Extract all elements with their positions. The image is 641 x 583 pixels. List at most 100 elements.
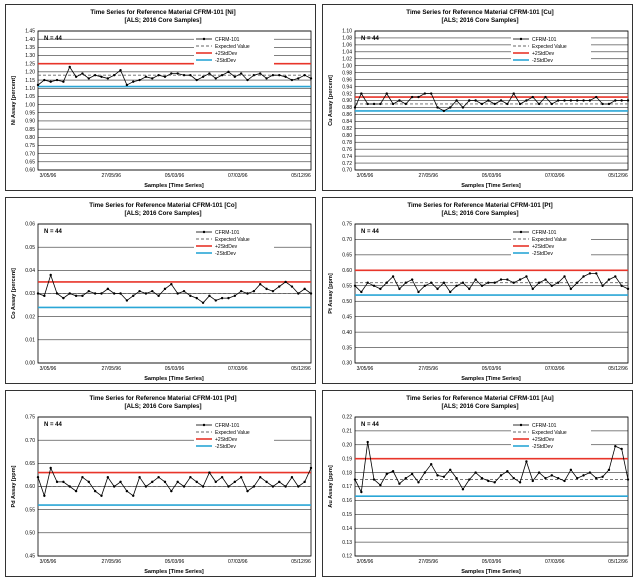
chart-title: Time Series for Reference Material CFRM-…: [89, 202, 236, 209]
data-point: [189, 73, 192, 77]
data-point: [576, 281, 579, 284]
y-tick-label: 0.96: [342, 77, 352, 83]
data-point: [201, 75, 205, 78]
data-point: [170, 283, 173, 286]
data-point: [360, 490, 363, 494]
data-point: [220, 73, 224, 77]
y-tick-label: 0.70: [25, 151, 35, 157]
legend-label: -2StdDev: [215, 58, 236, 64]
legend-label: -2StdDev: [532, 444, 553, 450]
data-point: [246, 292, 249, 295]
data-point: [429, 92, 433, 95]
data-point: [525, 275, 528, 278]
data-point: [563, 99, 566, 102]
chart-pd: Time Series for Reference Material CFRM-…: [5, 390, 316, 577]
data-point: [410, 278, 414, 281]
y-tick-label: 0.35: [342, 345, 352, 351]
legend-label: -2StdDev: [532, 251, 553, 257]
data-point: [607, 468, 611, 472]
data-point: [36, 292, 40, 295]
x-tick-label: 3/05/96: [40, 559, 57, 565]
data-point: [36, 83, 40, 87]
data-point: [499, 278, 503, 281]
data-point: [182, 289, 186, 293]
data-point: [119, 69, 122, 72]
series-line: [37, 66, 312, 86]
data-point: [449, 290, 452, 294]
y-tick-label: 0.85: [25, 127, 35, 133]
data-point: [49, 80, 52, 83]
legend-label: Expected Value: [215, 237, 250, 243]
data-point: [259, 72, 262, 75]
data-point: [455, 476, 458, 480]
data-point: [93, 489, 97, 493]
data-point: [81, 294, 84, 298]
legend-label: +2StdDev: [215, 51, 238, 57]
data-point: [556, 281, 560, 284]
data-point: [582, 99, 585, 102]
data-point: [284, 75, 287, 78]
data-point: [461, 281, 465, 284]
series-line: [37, 273, 312, 304]
data-point: [151, 480, 154, 484]
y-tick-label: 1.10: [342, 29, 352, 35]
x-tick-label: 05/12/96: [291, 173, 311, 179]
data-point: [576, 99, 579, 102]
chart-subtitle: [ALS; 2016 Core Samples]: [124, 17, 201, 24]
data-point: [620, 284, 623, 287]
data-point: [278, 73, 281, 77]
y-tick-label: 0.90: [25, 119, 35, 125]
data-point: [163, 287, 167, 291]
data-point: [391, 470, 395, 473]
y-tick-label: 0.92: [342, 91, 352, 97]
x-axis-label: Samples [Time Series]: [144, 183, 204, 189]
y-tick-label: 1.08: [342, 36, 352, 42]
data-point: [423, 471, 427, 474]
legend-label: -2StdDev: [215, 444, 236, 450]
data-point: [36, 476, 40, 479]
y-tick-label: 0.12: [342, 554, 352, 560]
y-tick-label: 0.50: [342, 299, 352, 305]
data-point: [303, 287, 306, 291]
legend-label: +2StdDev: [532, 244, 555, 250]
data-point: [417, 290, 420, 294]
y-tick-label: 0.94: [342, 84, 352, 90]
legend-label: Expected Value: [532, 237, 567, 243]
data-point: [588, 471, 592, 474]
x-tick-label: 3/05/96: [357, 366, 374, 372]
data-point: [423, 92, 427, 95]
data-point: [468, 478, 471, 481]
data-point: [182, 485, 186, 488]
data-point: [506, 102, 509, 106]
data-point: [49, 273, 52, 277]
data-point: [252, 485, 256, 488]
data-point: [195, 296, 198, 300]
y-tick-label: 1.35: [25, 45, 35, 51]
y-axis-label: Cu Assay [percent]: [328, 75, 334, 126]
y-tick-label: 0.74: [342, 154, 352, 160]
y-tick-label: 0.04: [25, 268, 35, 274]
data-point: [614, 275, 617, 278]
chart-cu: Time Series for Reference Material CFRM-…: [322, 4, 633, 191]
data-point: [563, 479, 566, 483]
data-point: [151, 77, 154, 80]
data-point: [512, 476, 515, 480]
data-point: [614, 444, 617, 448]
data-point: [163, 75, 167, 78]
data-point: [353, 478, 357, 481]
data-point: [537, 102, 541, 106]
y-tick-label: 0.13: [342, 540, 352, 546]
data-point: [246, 489, 249, 493]
legend-label: +2StdDev: [215, 244, 238, 250]
y-tick-label: 1.30: [25, 53, 35, 59]
data-point: [385, 281, 388, 284]
data-point: [112, 73, 116, 77]
data-point: [372, 284, 376, 287]
legend-label: Expected Value: [532, 44, 567, 50]
data-point: [55, 78, 59, 82]
data-point: [595, 272, 598, 275]
data-point: [455, 284, 458, 287]
data-point: [195, 480, 198, 484]
x-tick-label: 07/03/96: [545, 559, 565, 565]
data-point: [119, 292, 122, 295]
